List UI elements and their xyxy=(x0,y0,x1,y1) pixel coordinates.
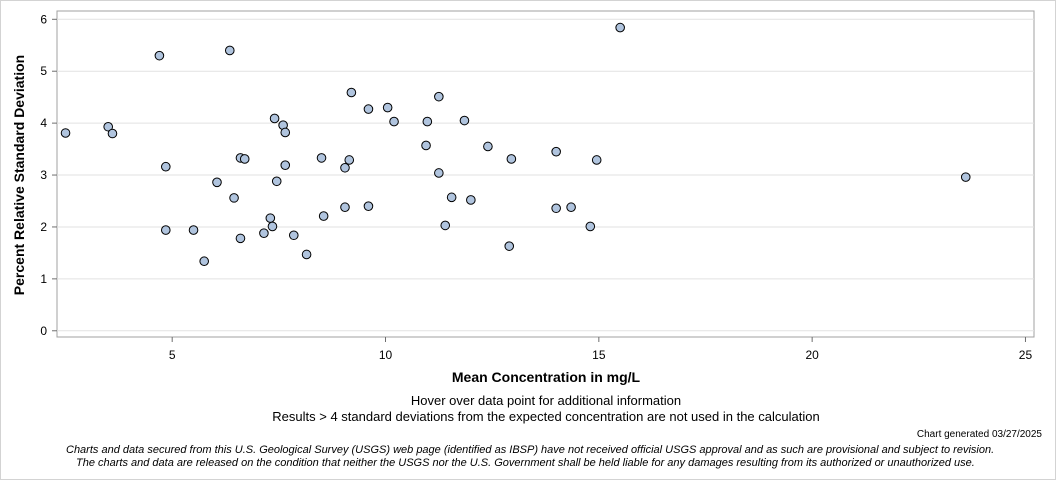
data-point[interactable] xyxy=(280,127,291,138)
x-tick-label: 20 xyxy=(805,348,819,362)
y-tick-label: 1 xyxy=(40,272,47,286)
data-point[interactable] xyxy=(344,155,355,165)
data-point[interactable] xyxy=(288,230,299,241)
data-points xyxy=(60,22,971,267)
data-point[interactable] xyxy=(340,202,350,213)
data-point[interactable] xyxy=(316,153,327,163)
data-point[interactable] xyxy=(259,228,269,238)
data-point[interactable] xyxy=(434,91,444,102)
data-point[interactable] xyxy=(271,176,282,187)
plot-area xyxy=(56,10,1035,338)
data-point[interactable] xyxy=(363,104,374,114)
data-point[interactable] xyxy=(382,102,393,113)
data-point[interactable] xyxy=(318,211,329,221)
data-point[interactable] xyxy=(422,116,433,127)
data-point[interactable] xyxy=(459,115,470,126)
data-point[interactable] xyxy=(591,155,602,165)
data-point[interactable] xyxy=(188,225,199,235)
data-point[interactable] xyxy=(615,22,625,33)
y-tick-label: 6 xyxy=(40,12,47,26)
data-point[interactable] xyxy=(239,154,250,164)
data-point[interactable] xyxy=(199,256,209,267)
data-point[interactable] xyxy=(154,50,165,61)
data-point[interactable] xyxy=(269,113,280,124)
data-point[interactable] xyxy=(103,121,113,132)
data-point[interactable] xyxy=(466,195,476,205)
data-point[interactable] xyxy=(340,162,350,173)
data-point[interactable] xyxy=(60,128,71,138)
data-point[interactable] xyxy=(446,192,457,203)
data-point[interactable] xyxy=(566,202,576,213)
y-axis-label: Percent Relative Standard Deviation xyxy=(11,55,27,295)
data-point[interactable] xyxy=(160,225,171,235)
data-point[interactable] xyxy=(160,161,171,172)
y-tick-label: 5 xyxy=(40,64,47,78)
data-point[interactable] xyxy=(224,45,235,56)
y-tick-label: 3 xyxy=(40,168,47,182)
data-point[interactable] xyxy=(229,193,239,203)
data-point[interactable] xyxy=(267,221,278,232)
data-point[interactable] xyxy=(585,221,596,232)
data-point[interactable] xyxy=(434,168,444,178)
data-point[interactable] xyxy=(107,128,118,139)
data-point[interactable] xyxy=(440,220,451,231)
y-tick-label: 2 xyxy=(40,220,47,234)
data-point[interactable] xyxy=(346,87,357,98)
data-point[interactable] xyxy=(280,160,291,170)
x-tick-label: 25 xyxy=(1019,348,1033,362)
data-point[interactable] xyxy=(506,154,517,164)
data-point[interactable] xyxy=(363,201,374,211)
x-tick-label: 15 xyxy=(592,348,606,362)
data-point[interactable] xyxy=(301,249,312,260)
x-axis-label: Mean Concentration in mg/L xyxy=(452,369,641,385)
results-note: Results > 4 standard deviations from the… xyxy=(272,409,820,424)
chart-generated-date: Chart generated 03/27/2025 xyxy=(916,429,1042,440)
axes: 0 1 2 3 4 5 6 5 10 15 20 25 xyxy=(40,12,1032,362)
data-point[interactable] xyxy=(551,146,561,157)
y-tick-label: 4 xyxy=(40,116,47,130)
y-tick-label: 0 xyxy=(40,324,47,338)
data-point[interactable] xyxy=(265,213,276,223)
data-point[interactable] xyxy=(483,141,493,152)
x-tick-label: 5 xyxy=(169,348,176,362)
data-point[interactable] xyxy=(212,177,222,188)
data-point[interactable] xyxy=(551,203,561,214)
data-point[interactable] xyxy=(504,241,515,251)
data-point[interactable] xyxy=(235,233,246,244)
data-point[interactable] xyxy=(421,140,431,151)
data-point[interactable] xyxy=(389,116,399,127)
disclaimer-line-2: The charts and data are released on the … xyxy=(76,457,975,469)
disclaimer-line-1: Charts and data secured from this U.S. G… xyxy=(66,444,995,456)
data-point[interactable] xyxy=(960,172,971,182)
x-tick-label: 10 xyxy=(379,348,393,362)
hover-instruction: Hover over data point for additional inf… xyxy=(410,393,682,408)
grid-lines xyxy=(57,18,1034,332)
